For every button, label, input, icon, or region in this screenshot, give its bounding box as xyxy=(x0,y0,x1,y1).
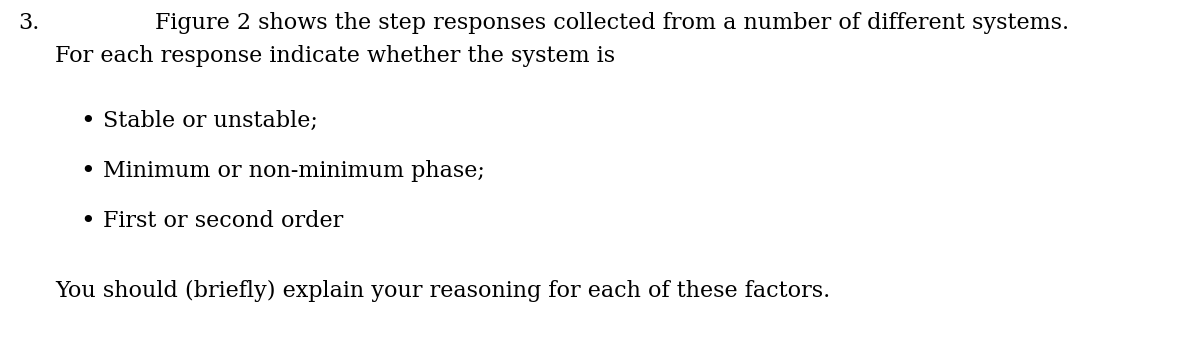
Text: You should (briefly) explain your reasoning for each of these factors.: You should (briefly) explain your reason… xyxy=(55,280,830,302)
Text: First or second order: First or second order xyxy=(103,210,343,232)
Text: •: • xyxy=(80,160,95,183)
Text: •: • xyxy=(80,110,95,133)
Text: Minimum or non-minimum phase;: Minimum or non-minimum phase; xyxy=(103,160,485,182)
Text: 3.: 3. xyxy=(18,12,40,34)
Text: For each response indicate whether the system is: For each response indicate whether the s… xyxy=(55,45,616,67)
Text: •: • xyxy=(80,210,95,233)
Text: Figure 2 shows the step responses collected from a number of different systems.: Figure 2 shows the step responses collec… xyxy=(155,12,1069,34)
Text: Stable or unstable;: Stable or unstable; xyxy=(103,110,318,132)
